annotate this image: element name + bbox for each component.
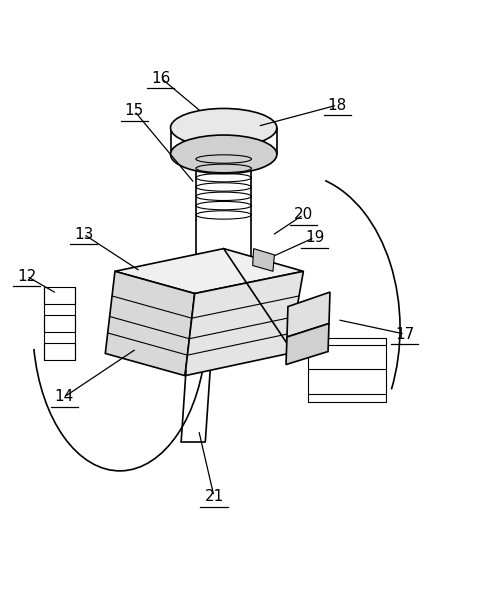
Polygon shape [287, 292, 330, 337]
Text: 21: 21 [205, 489, 224, 504]
Text: 19: 19 [305, 230, 324, 245]
Polygon shape [185, 272, 303, 376]
Text: 17: 17 [395, 327, 415, 342]
Polygon shape [115, 249, 303, 293]
Text: 20: 20 [294, 207, 313, 222]
Text: 14: 14 [54, 389, 74, 405]
Polygon shape [105, 272, 195, 376]
Ellipse shape [171, 108, 277, 147]
Text: 16: 16 [151, 71, 171, 85]
Text: 13: 13 [74, 227, 93, 241]
Text: 18: 18 [328, 98, 347, 112]
Text: 12: 12 [17, 269, 36, 284]
Polygon shape [286, 323, 329, 365]
Ellipse shape [171, 135, 277, 174]
Polygon shape [253, 249, 275, 272]
Text: 15: 15 [124, 104, 144, 118]
